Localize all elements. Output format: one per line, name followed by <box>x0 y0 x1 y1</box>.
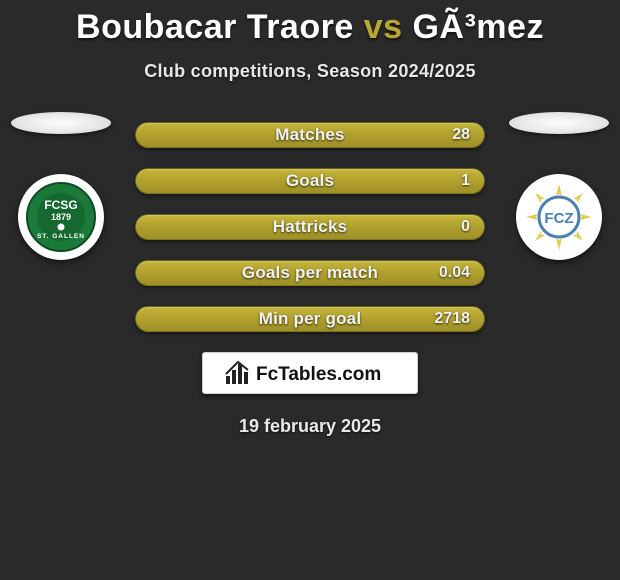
stat-row-goals-per-match: Goals per match 0.04 <box>135 260 485 286</box>
stat-row-hattricks: Hattricks 0 <box>135 214 485 240</box>
stat-value: 0 <box>461 215 470 239</box>
player1-silhouette-icon <box>11 112 111 134</box>
right-column: FCZ <box>504 112 614 260</box>
subtitle: Club competitions, Season 2024/2025 <box>0 61 620 82</box>
title-row: Boubacar Traore vs GÃ³mez <box>0 8 620 47</box>
stat-row-goals: Goals 1 <box>135 168 485 194</box>
footer-date: 19 february 2025 <box>0 416 620 437</box>
stat-row-min-per-goal: Min per goal 2718 <box>135 306 485 332</box>
stat-label: Hattricks <box>136 215 484 239</box>
player2-name: GÃ³mez <box>412 8 543 46</box>
brand-box: FcTables.com <box>202 352 418 394</box>
vs-word: vs <box>364 8 403 46</box>
stat-label: Goals per match <box>136 261 484 285</box>
player1-name: Boubacar Traore <box>76 8 354 46</box>
player2-silhouette-icon <box>509 112 609 134</box>
stat-value: 28 <box>452 123 470 147</box>
left-column: FCSG 1879 ST. GALLEN <box>6 112 116 260</box>
svg-text:ST. GALLEN: ST. GALLEN <box>37 233 85 240</box>
stat-label: Min per goal <box>136 307 484 331</box>
brand-logo-icon: FcTables.com <box>220 358 400 388</box>
stat-label: Matches <box>136 123 484 147</box>
stat-value: 2718 <box>434 307 470 331</box>
stat-rows: Matches 28 Goals 1 Hattricks 0 Goals per… <box>135 122 485 332</box>
fcsg-badge-icon: FCSG 1879 ST. GALLEN <box>26 182 96 252</box>
club-badge-left: FCSG 1879 ST. GALLEN <box>18 174 104 260</box>
infographic-container: Boubacar Traore vs GÃ³mez Club competiti… <box>0 0 620 437</box>
svg-text:1879: 1879 <box>51 212 71 222</box>
stat-value: 1 <box>461 169 470 193</box>
fcz-badge-icon: FCZ <box>522 180 596 254</box>
stat-value: 0.04 <box>439 261 470 285</box>
club-badge-right: FCZ <box>516 174 602 260</box>
svg-text:FCZ: FCZ <box>544 210 573 227</box>
stat-row-matches: Matches 28 <box>135 122 485 148</box>
svg-text:FCSG: FCSG <box>44 198 77 212</box>
stat-label: Goals <box>136 169 484 193</box>
stats-area: FCSG 1879 ST. GALLEN <box>0 122 620 332</box>
svg-text:FcTables.com: FcTables.com <box>256 364 381 385</box>
